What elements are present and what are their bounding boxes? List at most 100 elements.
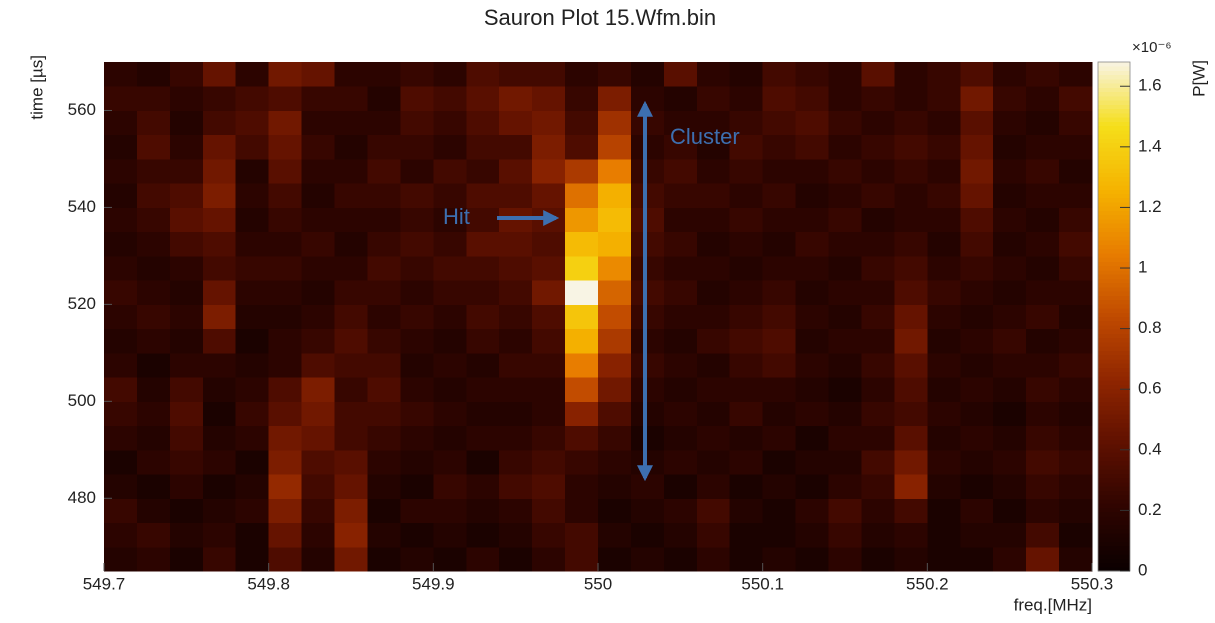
cell <box>1026 255 1060 281</box>
cell <box>1059 304 1093 330</box>
cell <box>696 352 731 378</box>
colorbar-swatch <box>1098 193 1130 199</box>
cell <box>828 158 862 184</box>
cell <box>202 207 237 233</box>
cell <box>169 134 204 160</box>
cell <box>499 401 533 427</box>
cell <box>136 498 171 524</box>
cell <box>894 522 928 548</box>
cell <box>169 425 204 451</box>
colorbar-swatch <box>1098 312 1130 317</box>
cell <box>433 377 467 402</box>
cell <box>762 255 797 281</box>
cell <box>532 498 566 524</box>
cell <box>532 280 566 305</box>
cell <box>400 328 434 354</box>
cell <box>828 231 862 257</box>
colorbar-swatch <box>1098 363 1130 368</box>
cell <box>433 86 467 111</box>
cell <box>762 546 797 572</box>
cell <box>565 207 599 233</box>
cell <box>334 522 368 548</box>
cell <box>861 62 895 87</box>
cell <box>960 546 994 572</box>
cell <box>268 86 303 111</box>
cell <box>202 449 237 475</box>
cell <box>499 449 533 475</box>
cell <box>466 158 500 184</box>
colorbar-swatch <box>1098 218 1130 224</box>
cell <box>433 134 467 160</box>
cell <box>104 280 138 305</box>
cell <box>1059 522 1093 548</box>
colorbar-swatch <box>1098 227 1130 233</box>
cell <box>729 449 764 475</box>
cell <box>1059 86 1093 111</box>
cell <box>400 158 434 184</box>
colorbar-tick-label: 0 <box>1138 560 1147 579</box>
cell <box>334 474 368 499</box>
cell <box>565 522 599 548</box>
cell <box>466 62 500 87</box>
cell <box>1059 207 1093 233</box>
cell <box>136 401 171 427</box>
colorbar-swatch <box>1098 223 1130 228</box>
cell <box>630 86 665 111</box>
cell <box>663 474 698 499</box>
cell <box>598 134 632 160</box>
cell <box>334 231 368 257</box>
colorbar-swatch <box>1098 142 1130 148</box>
cell <box>400 86 434 111</box>
cell <box>696 401 731 427</box>
cell <box>400 255 434 281</box>
colorbar-swatch <box>1098 91 1130 97</box>
cell <box>663 328 698 354</box>
cell <box>762 401 797 427</box>
annotation: Cluster <box>670 124 740 149</box>
cell <box>729 474 764 499</box>
cell <box>466 522 500 548</box>
cell <box>598 158 632 184</box>
cell <box>828 498 862 524</box>
cell <box>630 110 665 136</box>
cell <box>169 255 204 281</box>
cell <box>861 522 895 548</box>
x-tick-label: 550.3 <box>1071 574 1114 593</box>
cell <box>828 280 862 305</box>
cell <box>1059 449 1093 475</box>
cell <box>466 328 500 354</box>
x-tick-label: 550.1 <box>741 574 784 593</box>
cell <box>894 62 928 87</box>
colorbar-swatch <box>1098 269 1130 275</box>
cell <box>861 352 895 378</box>
cell <box>663 352 698 378</box>
cell <box>499 546 533 572</box>
cell <box>466 474 500 499</box>
cell <box>565 498 599 524</box>
cell <box>894 86 928 111</box>
cell <box>630 377 665 402</box>
colorbar-swatch <box>1098 78 1130 84</box>
cell <box>1026 546 1060 572</box>
cell <box>104 110 138 136</box>
colorbar-swatch <box>1098 261 1130 267</box>
cell <box>598 352 632 378</box>
cell <box>1059 425 1093 451</box>
cell <box>136 207 171 233</box>
colorbar-swatch <box>1098 320 1130 326</box>
cell <box>927 546 961 572</box>
cell <box>268 158 303 184</box>
cell <box>169 328 204 354</box>
cell <box>202 231 237 257</box>
cell <box>762 158 797 184</box>
cell <box>927 377 961 402</box>
colorbar-swatch <box>1098 422 1130 428</box>
cell <box>104 425 138 451</box>
cell <box>1059 352 1093 378</box>
colorbar-swatch <box>1098 244 1130 250</box>
cell <box>861 401 895 427</box>
cell <box>828 474 862 499</box>
colorbar-swatch <box>1098 562 1130 568</box>
cell <box>235 280 270 305</box>
